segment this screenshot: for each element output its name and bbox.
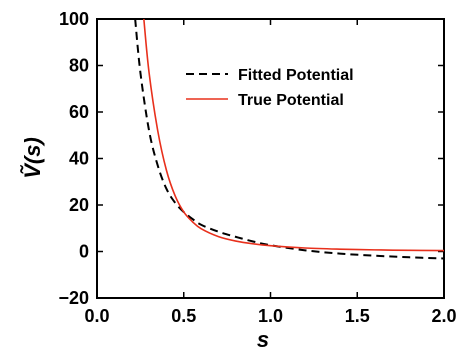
series-group xyxy=(134,19,444,260)
y-axis-title: Ṽ(s) xyxy=(20,137,45,179)
y-tick-label: 100 xyxy=(59,9,89,29)
legend-label-true: True Potential xyxy=(238,92,344,109)
legend: Fitted Potential True Potential xyxy=(186,67,354,109)
y-tick-label: 0 xyxy=(79,242,89,262)
x-tick-label: 0.5 xyxy=(171,306,196,326)
series-line-fitted xyxy=(134,19,444,260)
legend-label-fitted: Fitted Potential xyxy=(238,67,354,84)
x-axis-title: s xyxy=(257,327,269,352)
x-tick-label: 2.0 xyxy=(431,306,456,326)
y-tick-label: 40 xyxy=(69,149,89,169)
plot-area xyxy=(96,18,445,299)
x-tick-label: 1.5 xyxy=(345,306,370,326)
x-tick-label: 1.0 xyxy=(258,306,283,326)
tick-labels: 0.0 0.5 1.0 1.5 2.0 −20 0 20 40 60 80 100 xyxy=(58,9,456,326)
x-tick-label: 0.0 xyxy=(84,306,109,326)
series-line-true xyxy=(143,19,444,252)
ticks xyxy=(96,18,445,299)
y-tick-label: 60 xyxy=(69,102,89,122)
y-tick-label: −20 xyxy=(58,288,89,308)
y-tick-label: 20 xyxy=(69,195,89,215)
y-tick-label: 80 xyxy=(69,56,89,76)
